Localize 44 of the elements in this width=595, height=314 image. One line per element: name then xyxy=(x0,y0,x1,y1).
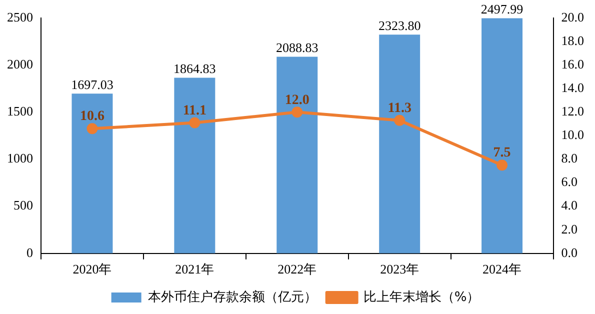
y-tick-label: 1000 xyxy=(7,150,33,166)
y2-tick-label: 20.0 xyxy=(561,9,584,24)
bar xyxy=(276,56,318,254)
point xyxy=(86,123,98,134)
y-tick-label: 500 xyxy=(14,198,33,213)
y-tick-label: 2500 xyxy=(7,9,33,24)
y2-tick-label: 0.0 xyxy=(561,244,578,260)
bar xyxy=(379,34,420,254)
point xyxy=(189,117,200,128)
y2-tick-label: 12.0 xyxy=(561,104,584,119)
data-label: 2497.99 xyxy=(480,2,524,17)
data-label: 1864.83 xyxy=(174,61,216,76)
y2-tick-label: 10.0 xyxy=(561,127,584,142)
y-tick-label: 2000 xyxy=(7,56,33,72)
y2-tick-label: 2.0 xyxy=(561,221,578,236)
data-label: 7.5 xyxy=(493,146,511,161)
point xyxy=(394,114,406,126)
y2-tick-label: 16.0 xyxy=(561,56,584,72)
x-tick-label: 2021年 xyxy=(175,262,214,277)
bar xyxy=(174,78,216,254)
y2-tick-label: 8.0 xyxy=(561,150,578,166)
data-label: 11.1 xyxy=(182,103,207,118)
y-tick-label: 0 xyxy=(26,244,33,260)
y2-tick-label: 18.0 xyxy=(561,32,584,48)
bar xyxy=(482,18,523,254)
y2-tick-label: 14.0 xyxy=(561,80,584,96)
legend-label: 本外币住户存款余额（亿元） xyxy=(148,290,317,305)
x-tick-label: 2020年 xyxy=(72,262,112,277)
x-tick-label: 2023年 xyxy=(380,262,420,277)
data-label: 12.0 xyxy=(284,92,310,108)
x-tick-label: 2022年 xyxy=(278,262,317,277)
point xyxy=(496,160,508,171)
data-label: 1697.03 xyxy=(71,77,114,92)
x-tick-label: 2024年 xyxy=(482,262,522,277)
data-label: 10.6 xyxy=(80,109,104,124)
point xyxy=(292,106,303,118)
data-label: 2323.80 xyxy=(378,18,421,34)
y2-tick-label: 6.0 xyxy=(561,174,578,190)
y-tick-label: 1500 xyxy=(7,104,33,119)
legend-label: 比上年末增长（%） xyxy=(363,290,480,305)
data-label: 11.3 xyxy=(388,101,412,116)
bar xyxy=(72,94,113,254)
data-label: 2088.83 xyxy=(276,40,318,56)
y2-tick-label: 4.0 xyxy=(561,198,578,213)
